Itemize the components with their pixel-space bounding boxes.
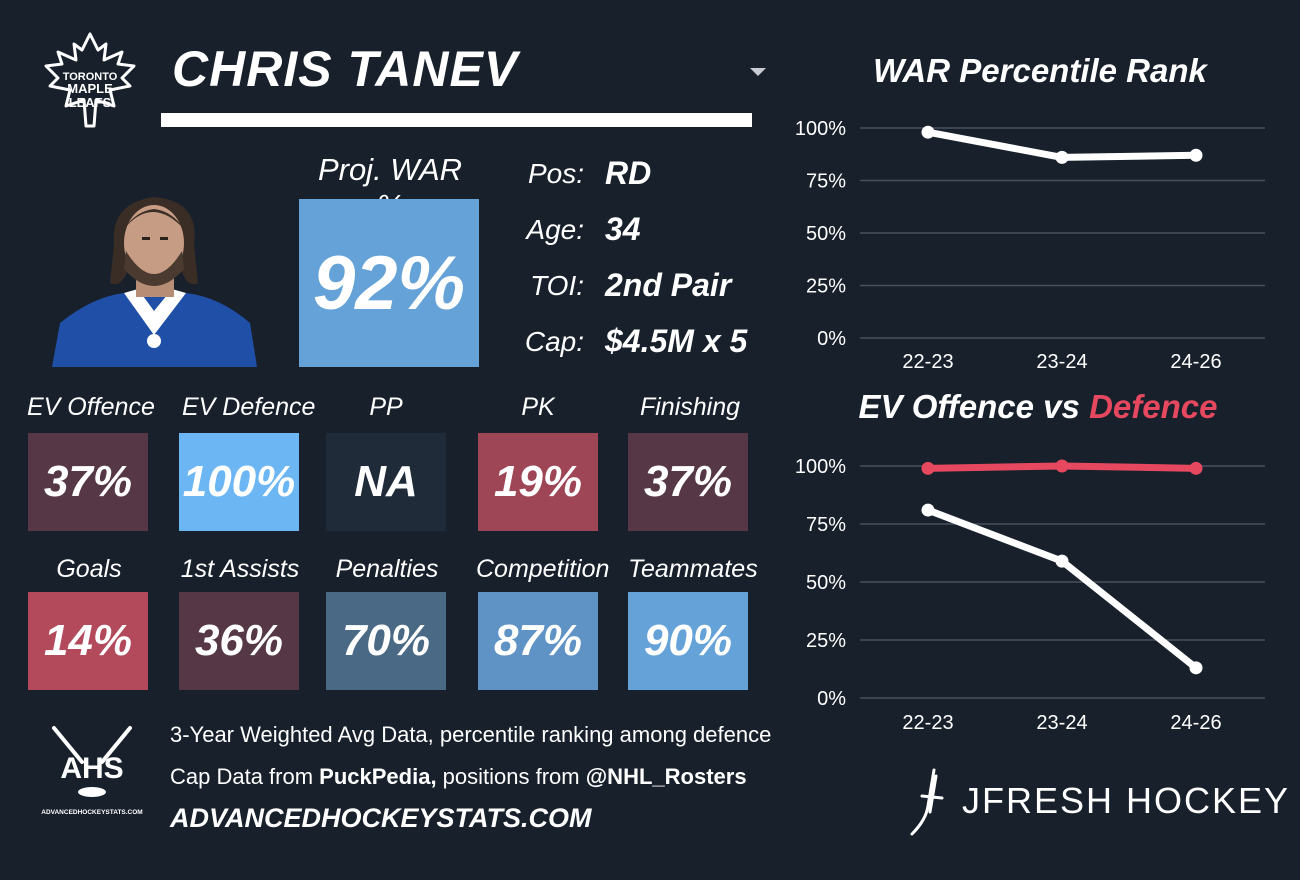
tile-label-teammates: Teammates [628,555,758,583]
chart2-series-0-line [924,506,1200,672]
tile-pp: NA [326,433,446,531]
chart2-y-tick-label: 75% [806,514,846,536]
brand-name: JFRESH HOCKEY [962,780,1291,821]
hockey-stick-icon [910,768,944,836]
footer-sources-text-c: positions from [436,764,586,789]
tile-finishing: 37% [628,433,748,531]
hockey-sticks-icon [52,726,132,764]
chart1-y-tick-label: 25% [806,276,846,298]
info-value-age: 34 [605,211,641,247]
info-label-pos: Pos: [527,158,584,189]
chart2-y-tick-label: 50% [806,572,846,594]
tile-label-penalties: Penalties [335,555,439,583]
info-label-toi: TOI: [530,270,584,301]
name-underline [161,113,752,127]
tile-label-pk: PK [521,393,555,421]
ahs-logo-text: AHS [60,752,123,785]
chevron-down-icon[interactable] [750,68,766,76]
chart2-x-tick-label: 22-23 [902,712,953,734]
chart1-series-0-point [1189,148,1203,162]
war-percentile-chart: 100% 75% 50% 25% 0% 22-23 23-24 24-26 [795,118,1265,373]
footer-note-sources: Cap Data from PuckPedia, positions from … [170,764,747,790]
projected-war-value: 92% [299,199,479,367]
chart2-y-tick-label: 100% [795,456,846,478]
footer-note-methodology: 3-Year Weighted Avg Data, percentile ran… [170,722,772,747]
maple-leaf-icon [44,32,136,128]
tile-1st-assists: 36% [179,592,299,690]
chart1-x-tick-label: 23-24 [1036,351,1087,373]
chart1-y-tick-label: 75% [806,171,846,193]
logo-line1: TORONTO [63,71,118,83]
footer-link-puckpedia: PuckPedia, [319,764,437,789]
chart1-x-tick-label: 22-23 [902,351,953,373]
tile-label-ev-defence: EV Defence [182,393,316,421]
logo-line2: MAPLE [67,81,113,96]
chart1-series-0-point [921,125,935,139]
ahs-logo: AHS ADVANCEDHOCKEYSTATS.COM [41,726,143,816]
tile-goals: 14% [28,592,148,690]
info-label-cap: Cap: [524,326,584,357]
chart1-series-0-point [1055,150,1069,164]
ev-offence-defence-chart: 100% 75% 50% 25% 0% 22-23 23-24 24-26 [795,456,1265,734]
chart2-series-0-point [1055,554,1069,568]
tile-teammates: 90% [628,592,748,690]
chart1-y-tick-label: 100% [795,118,846,140]
tile-ev-offence: 37% [28,433,148,531]
info-value-pos: RD [605,155,652,191]
tile-pk: 19% [478,433,598,531]
jfresh-logo-mark [910,768,944,836]
player-name: CHRIS TANEV [172,41,519,97]
chart1-y-tick-label: 50% [806,223,846,245]
chart2-x-tick-label: 23-24 [1036,712,1087,734]
chart2-series-1-point [1189,461,1203,475]
chart2-series-0-point [1189,661,1203,675]
tile-label-goals: Goals [56,555,122,583]
tile-label-1st-assists: 1st Assists [180,555,300,583]
logo-line3: LEAFS [69,95,112,110]
chart2-title-offence: EV Offence vs [858,388,1090,425]
info-label-age: Age: [526,214,584,245]
chart2-y-tick-label: 25% [806,630,846,652]
tile-label-pp: PP [369,393,403,421]
tile-penalties: 70% [326,592,446,690]
tile-label-ev-offence: EV Offence [27,393,155,421]
info-value-toi: 2nd Pair [605,267,732,303]
chart1-x-tick-label: 24-26 [1170,351,1221,373]
chart2-title-defence: Defence [1089,388,1218,425]
chart2-series-1-point [921,461,935,475]
chart1-title: WAR Percentile Rank [873,52,1207,89]
chart2-title: EV Offence vs Defence [838,388,1238,426]
chart1-y-tick-label: 0% [817,328,846,350]
puck-icon [78,787,106,797]
footer-website: ADVANCEDHOCKEYSTATS.COM [170,803,592,833]
footer-sources-text-a: Cap Data from [170,764,320,789]
tile-ev-defence: 100% [179,433,299,531]
footer-link-nhl-rosters: @NHL_Rosters [585,764,747,789]
tile-label-finishing: Finishing [639,393,741,421]
team-logo: TORONTO MAPLE LEAFS [44,32,136,128]
player-photo [52,197,257,367]
tile-label-competition: Competition [476,555,610,583]
ahs-logo-subtext: ADVANCEDHOCKEYSTATS.COM [41,809,142,816]
chart2-series-0-point [921,503,935,517]
info-value-cap: $4.5M x 5 [605,323,748,359]
chart2-y-tick-label: 0% [817,688,846,710]
chart2-x-tick-label: 24-26 [1170,712,1221,734]
chart2-series-1-point [1055,459,1069,473]
tile-competition: 87% [478,592,598,690]
